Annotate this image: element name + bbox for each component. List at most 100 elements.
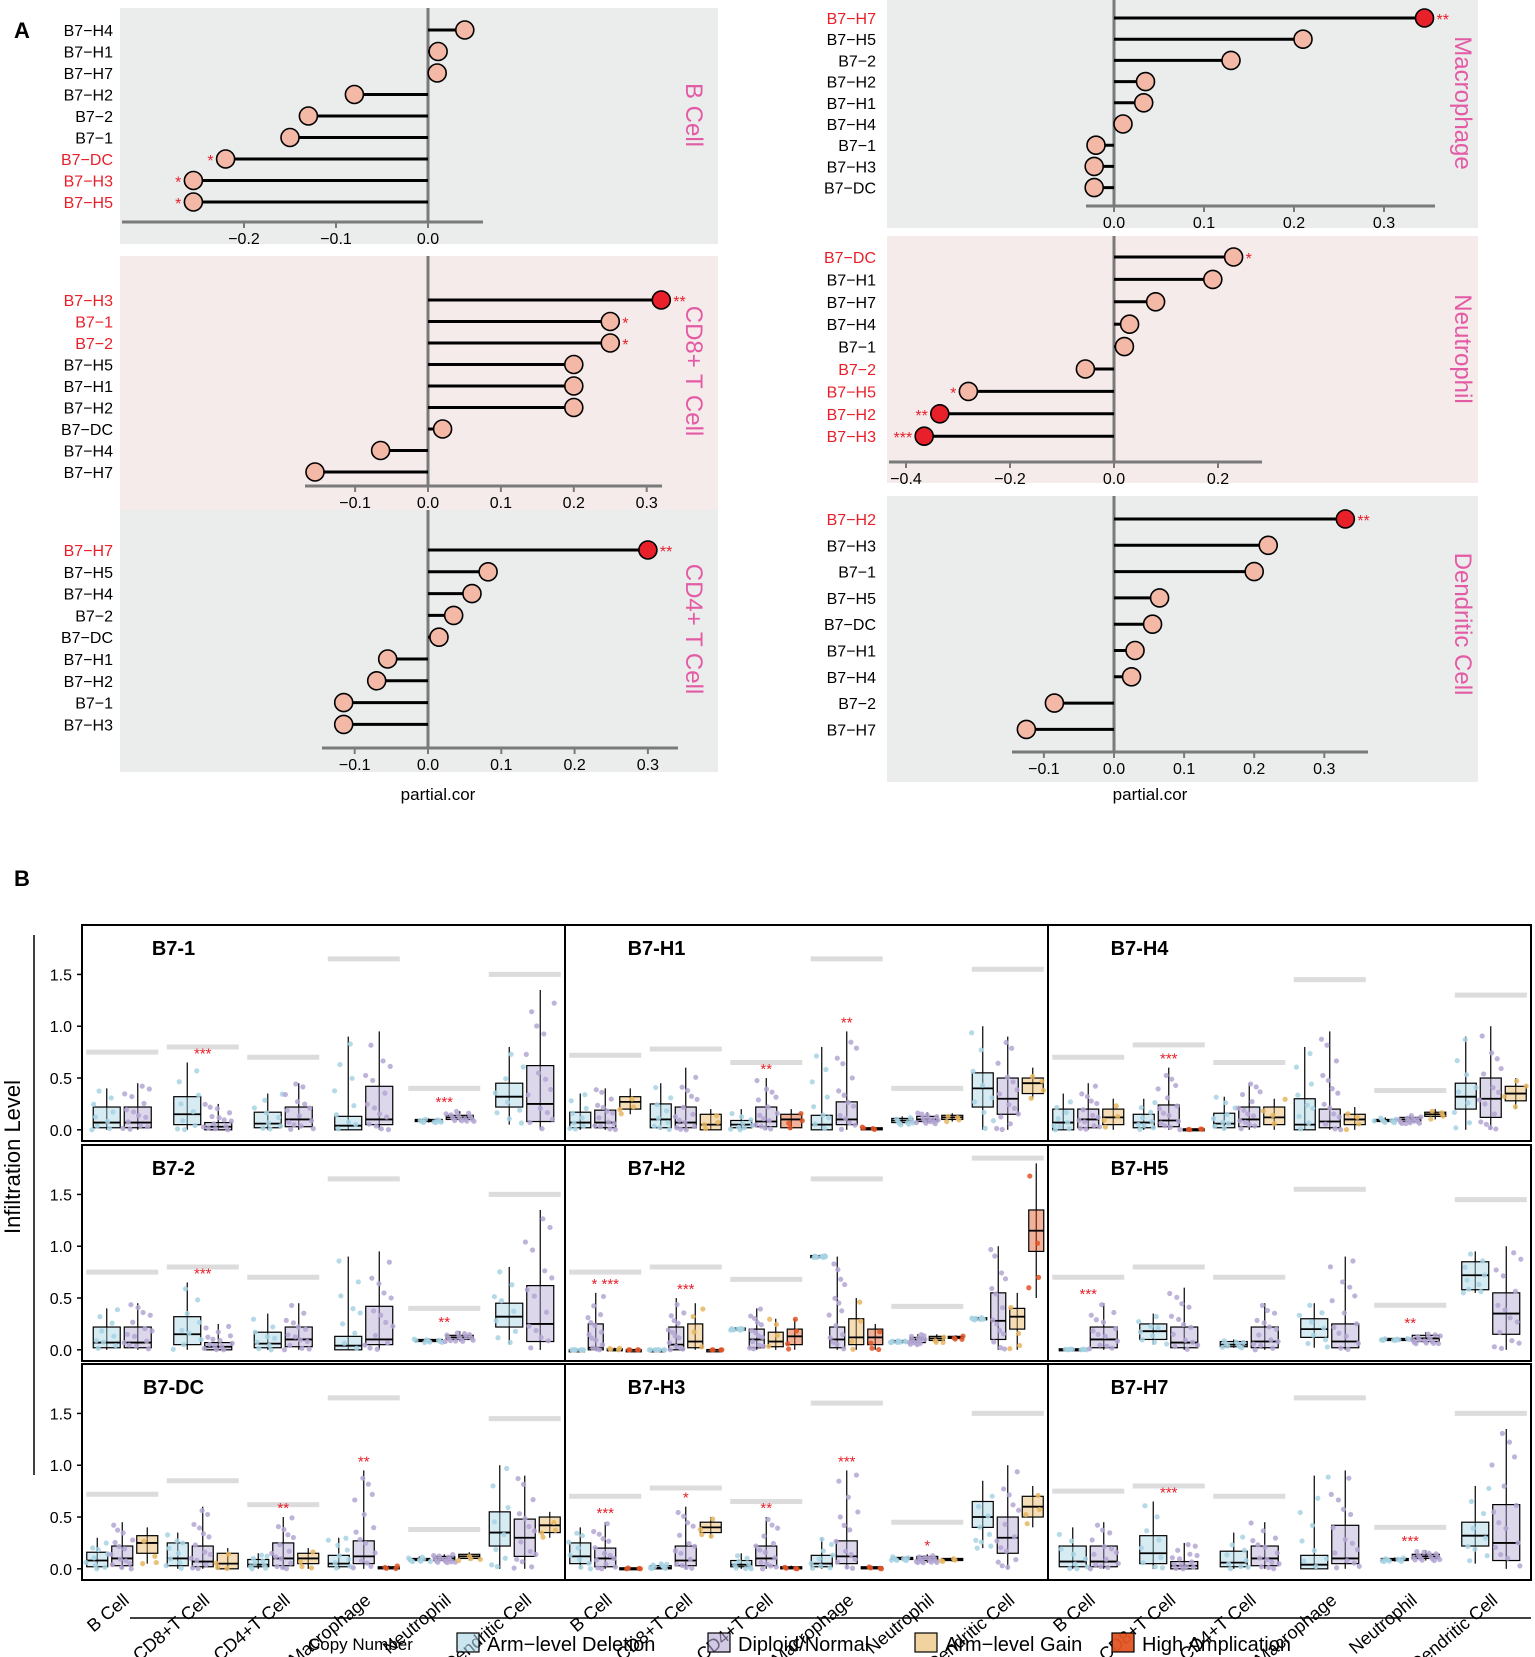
data-point <box>774 1110 780 1116</box>
data-point <box>1010 1502 1016 1508</box>
data-point <box>452 1338 459 1344</box>
data-point <box>1347 1511 1354 1518</box>
data-point <box>849 1075 855 1081</box>
data-point <box>529 1564 535 1570</box>
data-point <box>919 1111 925 1117</box>
data-point <box>121 1546 128 1552</box>
data-point <box>1186 1304 1192 1310</box>
data-point <box>95 1547 101 1553</box>
gene-label: B7−H7 <box>827 11 876 28</box>
y-tick-label: 0.0 <box>50 1343 72 1360</box>
data-point <box>268 1347 274 1353</box>
data-point <box>497 1269 503 1275</box>
data-point <box>830 1339 836 1345</box>
data-point <box>785 1341 791 1347</box>
data-point <box>1483 1121 1489 1127</box>
x-tick-label: 0.1 <box>1193 215 1215 232</box>
significance-stars: *** <box>1079 1286 1097 1303</box>
x-category-label: CD4+T Cell <box>210 1590 294 1657</box>
lollipop-dot <box>1135 71 1156 92</box>
data-point <box>357 1310 363 1316</box>
data-point <box>215 1329 221 1335</box>
data-point <box>528 1345 534 1351</box>
data-point <box>494 1110 500 1116</box>
data-point <box>502 1555 508 1561</box>
data-point <box>1187 1551 1193 1557</box>
data-point <box>288 1560 294 1566</box>
data-point <box>1332 1550 1338 1556</box>
data-point <box>578 1564 584 1570</box>
data-point <box>838 1126 845 1132</box>
data-point <box>1256 1332 1262 1338</box>
significance-stars: ** <box>915 408 927 425</box>
data-point <box>690 1111 696 1117</box>
data-point <box>203 1562 209 1568</box>
data-point <box>1324 1344 1330 1350</box>
data-point <box>1252 1347 1258 1353</box>
data-point <box>1104 1343 1110 1349</box>
data-point <box>1092 1083 1099 1089</box>
data-point <box>177 1560 183 1566</box>
data-point <box>918 1332 924 1338</box>
data-point <box>95 1345 101 1351</box>
data-point <box>585 1315 591 1321</box>
data-point <box>270 1324 276 1330</box>
data-point <box>989 1095 995 1101</box>
data-point <box>783 1565 789 1571</box>
data-point <box>773 1321 780 1328</box>
data-point <box>812 1121 818 1127</box>
data-point <box>579 1533 585 1539</box>
data-point <box>200 1124 206 1130</box>
data-point <box>761 1116 767 1122</box>
data-point <box>1305 1340 1311 1347</box>
data-point <box>675 1509 681 1516</box>
box <box>1479 1077 1502 1118</box>
data-point <box>228 1118 234 1124</box>
significance-stars: ** <box>1357 513 1369 530</box>
data-point <box>345 1119 352 1125</box>
data-point <box>570 1110 576 1116</box>
data-point <box>108 1095 114 1101</box>
data-point <box>849 1565 856 1571</box>
data-point <box>1082 1556 1089 1562</box>
data-point <box>1478 1289 1484 1295</box>
facet-title: B7-H2 <box>628 1158 686 1180</box>
data-point <box>998 1114 1004 1120</box>
gene-label: B7−H1 <box>64 379 113 396</box>
data-point <box>114 1307 121 1313</box>
data-point <box>571 1120 577 1126</box>
data-point <box>1345 1346 1351 1352</box>
data-point <box>448 1559 455 1565</box>
x-tick-label: 0.2 <box>563 495 585 512</box>
data-point <box>773 1094 779 1100</box>
data-point <box>995 1060 1001 1066</box>
data-point <box>1088 1312 1094 1318</box>
data-point <box>1260 1108 1266 1114</box>
data-point <box>586 1560 592 1567</box>
data-point <box>1329 1298 1335 1304</box>
legend-label: Diploid/Normal <box>738 1634 869 1656</box>
data-point <box>1159 1565 1166 1571</box>
data-point <box>1262 1544 1268 1550</box>
data-point <box>538 1334 544 1341</box>
data-point <box>567 1125 573 1132</box>
data-point <box>530 1497 536 1503</box>
lollipop-dot <box>563 397 584 418</box>
data-point <box>1185 1541 1191 1548</box>
significance-stars: *** <box>1160 1484 1178 1501</box>
data-point <box>997 1345 1004 1351</box>
data-point <box>120 1530 126 1536</box>
data-point <box>664 1561 670 1567</box>
data-point <box>1501 1483 1507 1489</box>
data-point <box>1195 1342 1201 1348</box>
data-point <box>700 1306 706 1312</box>
data-point <box>1250 1538 1256 1544</box>
data-point <box>1199 1126 1205 1132</box>
x-category-label: Dendritic Cell <box>1406 1590 1501 1657</box>
data-point <box>167 1556 173 1562</box>
data-point <box>568 1098 574 1104</box>
data-point <box>1189 1559 1195 1565</box>
data-point <box>676 1532 683 1538</box>
data-point <box>385 1127 392 1133</box>
